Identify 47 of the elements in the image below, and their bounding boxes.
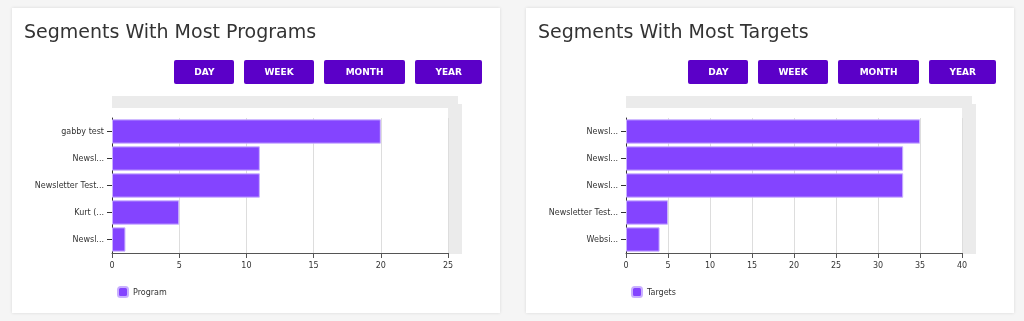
bar — [112, 200, 180, 225]
bar — [112, 119, 381, 144]
period-button: WEEK — [244, 60, 314, 84]
legend-label: Targets — [646, 287, 676, 297]
y-tick-label: Newsl... — [586, 181, 618, 190]
y-tick-label: Newsl... — [72, 235, 104, 244]
bar — [626, 200, 668, 225]
x-tick-label: 5 — [176, 260, 182, 270]
bar — [626, 173, 904, 198]
y-tick-label: gabby test — [61, 127, 104, 136]
y-tick-label: Newsletter Test... — [34, 181, 104, 190]
bar — [112, 227, 126, 252]
legend-label: Program — [133, 287, 167, 297]
bar — [112, 173, 260, 198]
y-tick-label: Newsl... — [72, 154, 104, 163]
y-tick-label: Kurt (... — [74, 208, 104, 217]
period-button: YEAR — [929, 60, 996, 84]
x-tick-label: 20 — [375, 260, 386, 270]
x-tick-label: 25 — [830, 260, 842, 270]
x-tick-label: 10 — [704, 260, 716, 270]
x-tick-label: 30 — [872, 260, 884, 270]
x-tick-label: 40 — [956, 260, 968, 270]
bar — [626, 227, 660, 252]
x-tick-label: 10 — [241, 260, 252, 270]
x-tick-label: 0 — [109, 260, 115, 270]
chart-title: Segments With Most Programs — [24, 20, 317, 42]
period-button: WEEK — [758, 60, 828, 84]
y-tick-label: Newsletter Test... — [548, 208, 618, 217]
x-tick-label: 25 — [442, 260, 454, 270]
period-button: YEAR — [415, 60, 482, 84]
y-tick-label: Newsl... — [586, 154, 618, 163]
period-button: DAY — [174, 60, 235, 84]
y-tick-label: Websi... — [586, 235, 618, 244]
period-button: DAY — [688, 60, 749, 84]
bar — [626, 146, 904, 171]
bar — [112, 146, 260, 171]
y-tick-label: Newsl... — [586, 127, 618, 136]
chart-title: Segments With Most Targets — [538, 20, 809, 42]
x-tick-label: 15 — [746, 260, 758, 270]
x-tick-label: 20 — [788, 260, 800, 270]
period-button: MONTH — [323, 60, 406, 84]
bar — [626, 119, 920, 144]
x-tick-label: 0 — [623, 260, 629, 270]
x-tick-label: 15 — [308, 260, 319, 270]
period-button: MONTH — [837, 60, 920, 84]
x-tick-label: 35 — [914, 260, 926, 270]
x-tick-label: 5 — [665, 260, 671, 270]
